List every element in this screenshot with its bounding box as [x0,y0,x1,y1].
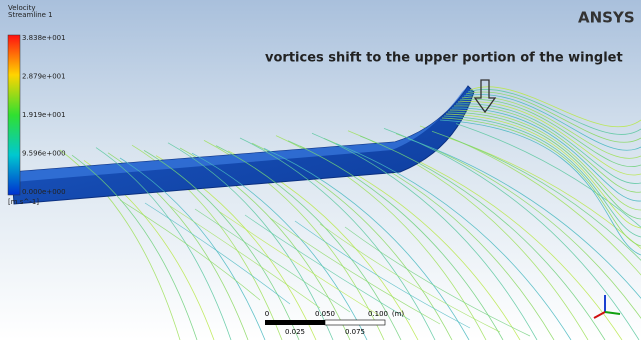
legend-label: 1.919e+001 [22,111,66,119]
scale-label: 0.025 [285,328,305,336]
legend-label: 9.596e+000 [22,150,66,158]
scale-segment [265,320,325,325]
logo: ANSYS [578,9,635,27]
scale-label: 0 [265,310,269,318]
scale-label: 0.100 [368,310,388,318]
scale-bar [265,320,385,325]
color-bar [8,35,20,195]
legend-subtitle: Streamline 1 [8,11,53,19]
legend-label: 2.879e+001 [22,73,66,81]
scale-label: (m) [392,310,405,318]
scale-segment [325,320,385,325]
scale-label: 0.050 [315,310,335,318]
legend-label: 3.838e+001 [22,34,66,42]
scale-label: 0.075 [345,328,365,336]
annotation: vortices shift to the upper portion of t… [265,51,623,66]
legend-unit: [m s^-1] [8,198,39,206]
legend-label: 0.000e+000 [22,188,66,196]
cfd-view: Velocity Streamline 1 3.838e+0012.879e+0… [0,0,641,340]
